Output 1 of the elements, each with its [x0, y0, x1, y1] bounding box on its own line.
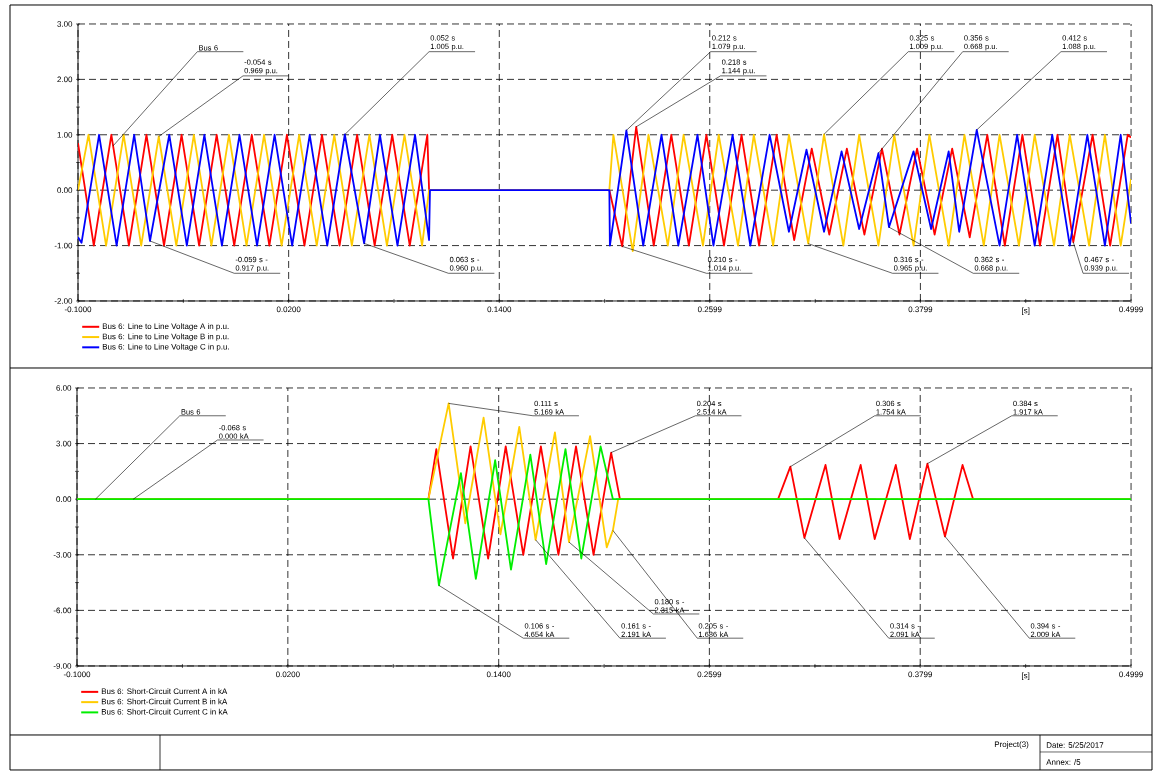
line-series — [77, 445, 1132, 587]
